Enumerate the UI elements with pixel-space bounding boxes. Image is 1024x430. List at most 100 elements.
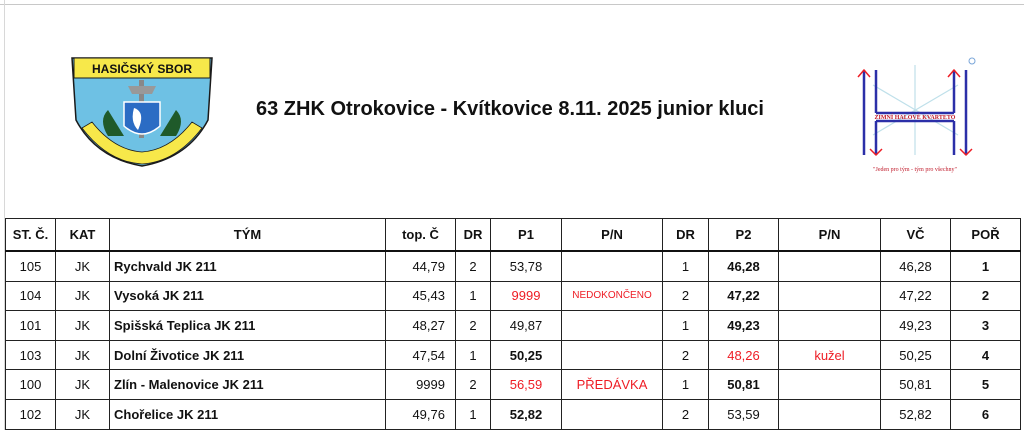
cell-penalty-2 xyxy=(778,280,881,312)
cell-penalty-2 xyxy=(778,369,881,400)
cell-start-number: 101 xyxy=(5,310,56,341)
cell-track-1: 2 xyxy=(455,250,491,282)
cell-attempt-1: 52,82 xyxy=(490,398,562,430)
cell-start-number: 103 xyxy=(5,339,56,371)
cell-track-1: 2 xyxy=(455,310,491,341)
column-header-top-time: top. Č xyxy=(385,218,456,252)
cell-track-1: 2 xyxy=(455,369,491,400)
cell-top-time: 44,79 xyxy=(385,250,456,282)
cell-attempt-2: 48,26 xyxy=(708,339,779,371)
cell-track-2: 1 xyxy=(662,250,709,282)
cell-team-name: Spišská Teplica JK 211 xyxy=(109,310,386,341)
column-header-category: KAT xyxy=(55,218,110,252)
cell-top-time: 49,76 xyxy=(385,398,456,430)
cell-track-1: 1 xyxy=(455,280,491,312)
column-header-best-time: VČ xyxy=(880,218,951,252)
cell-penalty-1 xyxy=(561,339,663,371)
table-header-row: ST. Č. KAT TÝM top. Č DR P1 P/N DR P2 P/N VČ POŘ xyxy=(5,218,1021,252)
cell-track-2: 2 xyxy=(662,280,709,312)
cell-rank: 2 xyxy=(950,280,1021,312)
cell-rank: 5 xyxy=(950,369,1021,400)
cell-penalty-2: kužel xyxy=(778,339,881,371)
cell-attempt-1: 49,87 xyxy=(490,310,562,341)
cell-attempt-2: 46,28 xyxy=(708,250,779,282)
cell-top-time: 45,43 xyxy=(385,280,456,312)
cell-penalty-1: PŘEDÁVKA xyxy=(561,369,663,400)
cell-track-1: 1 xyxy=(455,398,491,430)
table-row: 101 JK Spišská Teplica JK 211 48,27 2 49,87 1 4… xyxy=(5,310,1021,341)
table-row: 105 JK Rychvald JK 211 44,79 2 53,78 1 46,28 46,… xyxy=(5,250,1021,282)
cell-category: JK xyxy=(55,339,110,371)
table-row: 103 JK Dolní Životice JK 211 47,54 1 50,25 2 48… xyxy=(5,339,1021,371)
column-header-track-2: DR xyxy=(662,218,709,252)
cell-best-time: 47,22 xyxy=(880,280,951,312)
cell-category: JK xyxy=(55,398,110,430)
column-header-attempt-1: P1 xyxy=(490,218,562,252)
table-row: 104 JK Vysoká JK 211 45,43 1 9999 NEDOKONČENO 2… xyxy=(5,280,1021,312)
cell-attempt-2: 50,81 xyxy=(708,369,779,400)
table-row: 100 JK Zlín - Malenovice JK 211 9999 2 56,59 P… xyxy=(5,369,1021,400)
cell-team-name: Rychvald JK 211 xyxy=(109,250,386,282)
cell-top-time: 9999 xyxy=(385,369,456,400)
cell-rank: 6 xyxy=(950,398,1021,430)
cell-track-1: 1 xyxy=(455,339,491,371)
sheet-top-border xyxy=(0,0,1024,5)
cell-rank: 1 xyxy=(950,250,1021,282)
column-header-start-number: ST. Č. xyxy=(5,218,56,252)
column-header-rank: POŘ xyxy=(950,218,1021,252)
page-title: 63 ZHK Otrokovice - Kvítkovice 8.11. 202… xyxy=(256,98,764,120)
cell-start-number: 104 xyxy=(5,280,56,312)
cell-category: JK xyxy=(55,250,110,282)
svg-text:ZIMNÍ HALOVÉ KVARTETO: ZIMNÍ HALOVÉ KVARTETO xyxy=(875,113,956,121)
cell-category: JK xyxy=(55,369,110,400)
cell-penalty-1 xyxy=(561,250,663,282)
cell-rank: 4 xyxy=(950,339,1021,371)
cell-best-time: 49,23 xyxy=(880,310,951,341)
cell-best-time: 46,28 xyxy=(880,250,951,282)
cell-start-number: 102 xyxy=(5,398,56,430)
column-header-attempt-2: P2 xyxy=(708,218,779,252)
cell-penalty-1: NEDOKONČENO xyxy=(561,280,663,312)
cell-attempt-1: 53,78 xyxy=(490,250,562,282)
column-header-penalty-1: P/N xyxy=(561,218,663,252)
cell-attempt-2: 53,59 xyxy=(708,398,779,430)
results-table: ST. Č. KAT TÝM top. Č DR P1 P/N DR P2 P/N VČ POŘ 10… xyxy=(5,218,1021,430)
cell-team-name: Zlín - Malenovice JK 211 xyxy=(109,369,386,400)
cell-best-time: 50,81 xyxy=(880,369,951,400)
cell-team-name: Vysoká JK 211 xyxy=(109,280,386,312)
cell-best-time: 50,25 xyxy=(880,339,951,371)
cell-top-time: 48,27 xyxy=(385,310,456,341)
svg-text:HASIČSKÝ SBOR: HASIČSKÝ SBOR xyxy=(92,61,192,76)
cell-start-number: 100 xyxy=(5,369,56,400)
cell-attempt-1: 50,25 xyxy=(490,339,562,371)
column-header-penalty-2: P/N xyxy=(778,218,881,252)
fire-brigade-logo: HASIČSKÝ SBOR xyxy=(71,57,213,167)
sheet-gridline xyxy=(4,0,5,430)
winter-quartet-logo: ZIMNÍ HALOVÉ KVARTETO "Jeden pro tým - t… xyxy=(857,57,976,173)
cell-category: JK xyxy=(55,280,110,312)
cell-penalty-2 xyxy=(778,398,881,430)
column-header-track-1: DR xyxy=(455,218,491,252)
column-header-team: TÝM xyxy=(109,218,386,252)
cell-penalty-1 xyxy=(561,310,663,341)
cell-attempt-1: 9999 xyxy=(490,280,562,312)
cell-rank: 3 xyxy=(950,310,1021,341)
cell-penalty-1 xyxy=(561,398,663,430)
cell-category: JK xyxy=(55,310,110,341)
cell-track-2: 2 xyxy=(662,398,709,430)
cell-track-2: 1 xyxy=(662,310,709,341)
svg-text:"Jeden pro tým - tým pro všech: "Jeden pro tým - tým pro všechny" xyxy=(873,167,957,173)
table-row: 102 JK Chořelice JK 211 49,76 1 52,82 2 53,59 52… xyxy=(5,398,1021,430)
cell-start-number: 105 xyxy=(5,250,56,282)
cell-attempt-2: 49,23 xyxy=(708,310,779,341)
cell-team-name: Dolní Životice JK 211 xyxy=(109,339,386,371)
cell-penalty-2 xyxy=(778,250,881,282)
cell-top-time: 47,54 xyxy=(385,339,456,371)
cell-track-2: 2 xyxy=(662,339,709,371)
cell-track-2: 1 xyxy=(662,369,709,400)
cell-attempt-2: 47,22 xyxy=(708,280,779,312)
cell-penalty-2 xyxy=(778,310,881,341)
cell-team-name: Chořelice JK 211 xyxy=(109,398,386,430)
cell-best-time: 52,82 xyxy=(880,398,951,430)
cell-attempt-1: 56,59 xyxy=(490,369,562,400)
